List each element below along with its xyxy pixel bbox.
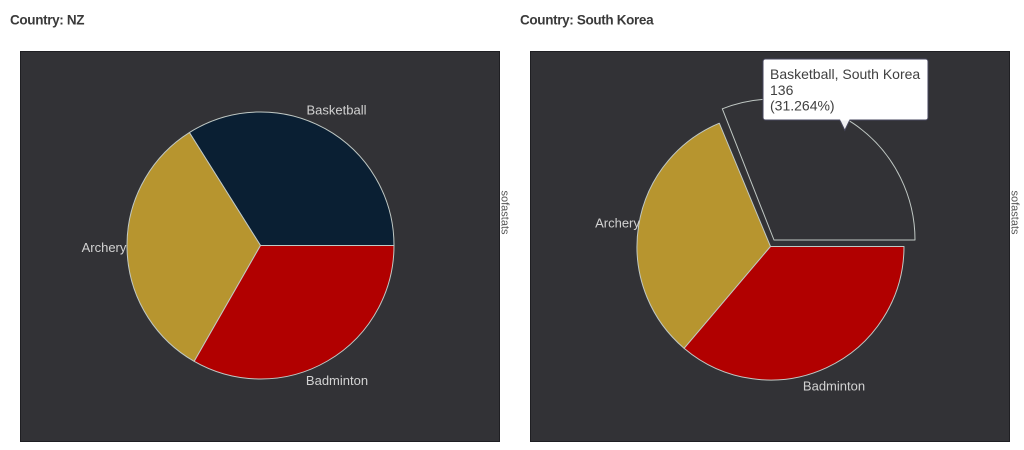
svg-text:Badminton: Badminton xyxy=(803,379,865,394)
svg-text:136: 136 xyxy=(770,82,794,98)
svg-text:Basketball, South Korea: Basketball, South Korea xyxy=(770,66,920,82)
svg-text:sofastats: sofastats xyxy=(1009,191,1021,236)
svg-text:(31.264%): (31.264%) xyxy=(770,98,835,114)
svg-text:sofastats: sofastats xyxy=(499,191,511,236)
svg-text:Basketball: Basketball xyxy=(307,103,367,118)
svg-text:Archery: Archery xyxy=(595,216,640,231)
svg-text:Country: NZ: Country: NZ xyxy=(10,13,84,28)
svg-text:Country: South Korea: Country: South Korea xyxy=(520,13,654,28)
svg-text:Archery: Archery xyxy=(82,240,127,255)
svg-text:Badminton: Badminton xyxy=(306,373,368,388)
